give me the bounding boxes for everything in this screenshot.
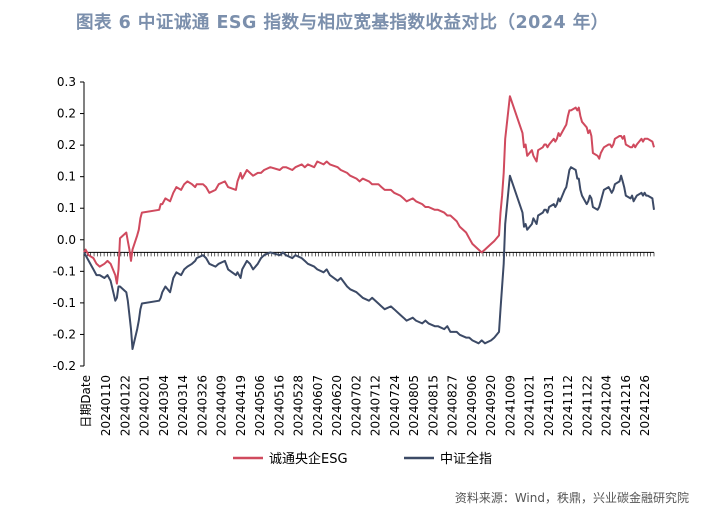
x-tick-label: 20241226 — [638, 375, 652, 436]
y-axis: 0.3 0.2 0.2 0.1 0.1 0.0 -0.1 -0.1 -0.2 -0.2 — [53, 75, 85, 373]
x-tick-label: 20240920 — [484, 375, 498, 436]
legend: 诚通央企ESG 中证全指 — [233, 451, 492, 467]
series-line-2 — [83, 166, 655, 350]
series-layer — [83, 95, 655, 350]
x-tick-label: 20240528 — [292, 375, 306, 436]
y-tick-label: 0.3 — [57, 75, 76, 89]
x-tick-label: 20241021 — [523, 375, 537, 436]
x-tick-label: 20240506 — [253, 375, 267, 436]
y-tick-label: -0.1 — [53, 264, 76, 278]
x-tick-label: 20240314 — [176, 375, 190, 436]
x-tick-label: 20240326 — [195, 375, 209, 436]
x-tick-label: 20240815 — [426, 375, 440, 436]
y-tick-label: 0.1 — [57, 201, 76, 215]
x-tick-label: 20240827 — [446, 375, 460, 436]
x-tick-label: 20240122 — [118, 375, 132, 436]
x-tick-label: 20241031 — [542, 375, 556, 436]
x-tick-label: 20240805 — [407, 375, 421, 436]
y-tick-label: 0.1 — [57, 170, 76, 184]
x-tick-label: 20240419 — [234, 375, 248, 436]
x-tick-label: 20241122 — [580, 375, 594, 436]
series-line-1 — [83, 95, 655, 285]
x-tick-label: 20240201 — [138, 375, 152, 436]
x-tick-label: 20240906 — [465, 375, 479, 436]
x-axis: 日期Date 20240110 20240122 20240201 20240304 20… — [79, 251, 655, 436]
y-tick-label: -0.2 — [53, 327, 76, 341]
y-tick-label: -0.2 — [53, 359, 76, 373]
x-tick-label: 20240724 — [388, 375, 402, 436]
x-tick-label: 20241112 — [561, 375, 575, 436]
x-tick-label: 20241216 — [619, 375, 633, 436]
chart-title: 图表 6 中证诚通 ESG 指数与相应宽基指数收益对比（2024 年） — [76, 13, 609, 33]
legend-label-1: 诚通央企ESG — [269, 451, 348, 467]
x-tick-label: 20240516 — [272, 375, 286, 436]
x-tick-label: 20240702 — [349, 375, 363, 436]
source-note: 资料来源：Wind，秩鼎，兴业碳金融研究院 — [454, 491, 689, 505]
y-tick-label: 0.0 — [57, 233, 76, 247]
legend-label-2: 中证全指 — [440, 451, 492, 467]
y-tick-label: 0.2 — [57, 138, 76, 152]
x-tick-label: 20240110 — [99, 375, 113, 436]
x-tick-label: 20240409 — [215, 375, 229, 436]
x-tick-label: 20240712 — [369, 375, 383, 436]
x-tick-label: 20240304 — [157, 375, 171, 436]
x-tick-label: 20241204 — [600, 375, 614, 436]
x-tick-label: 20240620 — [330, 375, 344, 436]
x-axis-title: 日期Date — [79, 375, 93, 428]
x-tick-label: 20240607 — [311, 375, 325, 436]
y-tick-label: -0.1 — [53, 296, 76, 310]
x-tick-label: 20241009 — [503, 375, 517, 436]
y-tick-label: 0.2 — [57, 107, 76, 121]
